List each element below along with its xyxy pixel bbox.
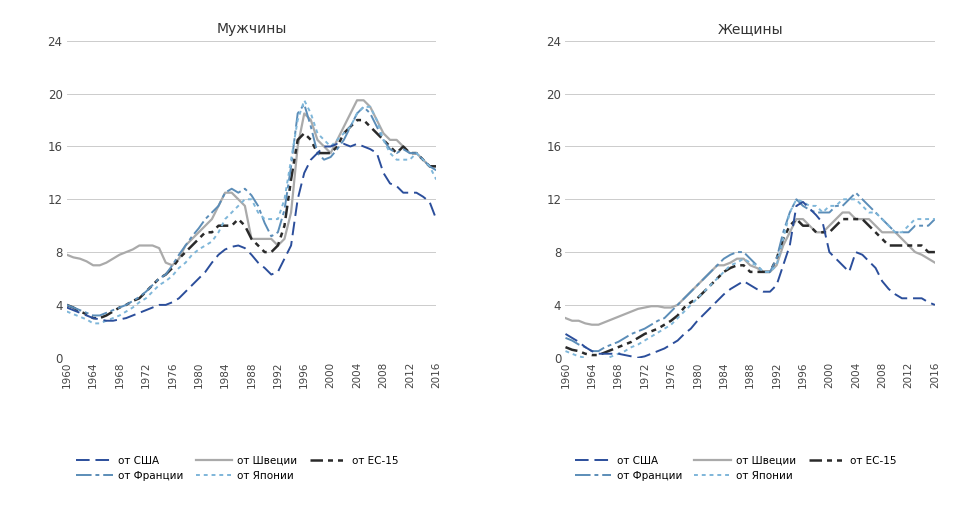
Legend: от США, от Франции, от Швеции, от Японии, от ЕС-15: от США, от Франции, от Швеции, от Японии… <box>71 452 402 485</box>
Legend: от США, от Франции, от Швеции, от Японии, от ЕС-15: от США, от Франции, от Швеции, от Японии… <box>570 452 900 485</box>
Title: Жещины: Жещины <box>717 21 782 36</box>
Title: Мужчины: Мужчины <box>216 21 287 36</box>
